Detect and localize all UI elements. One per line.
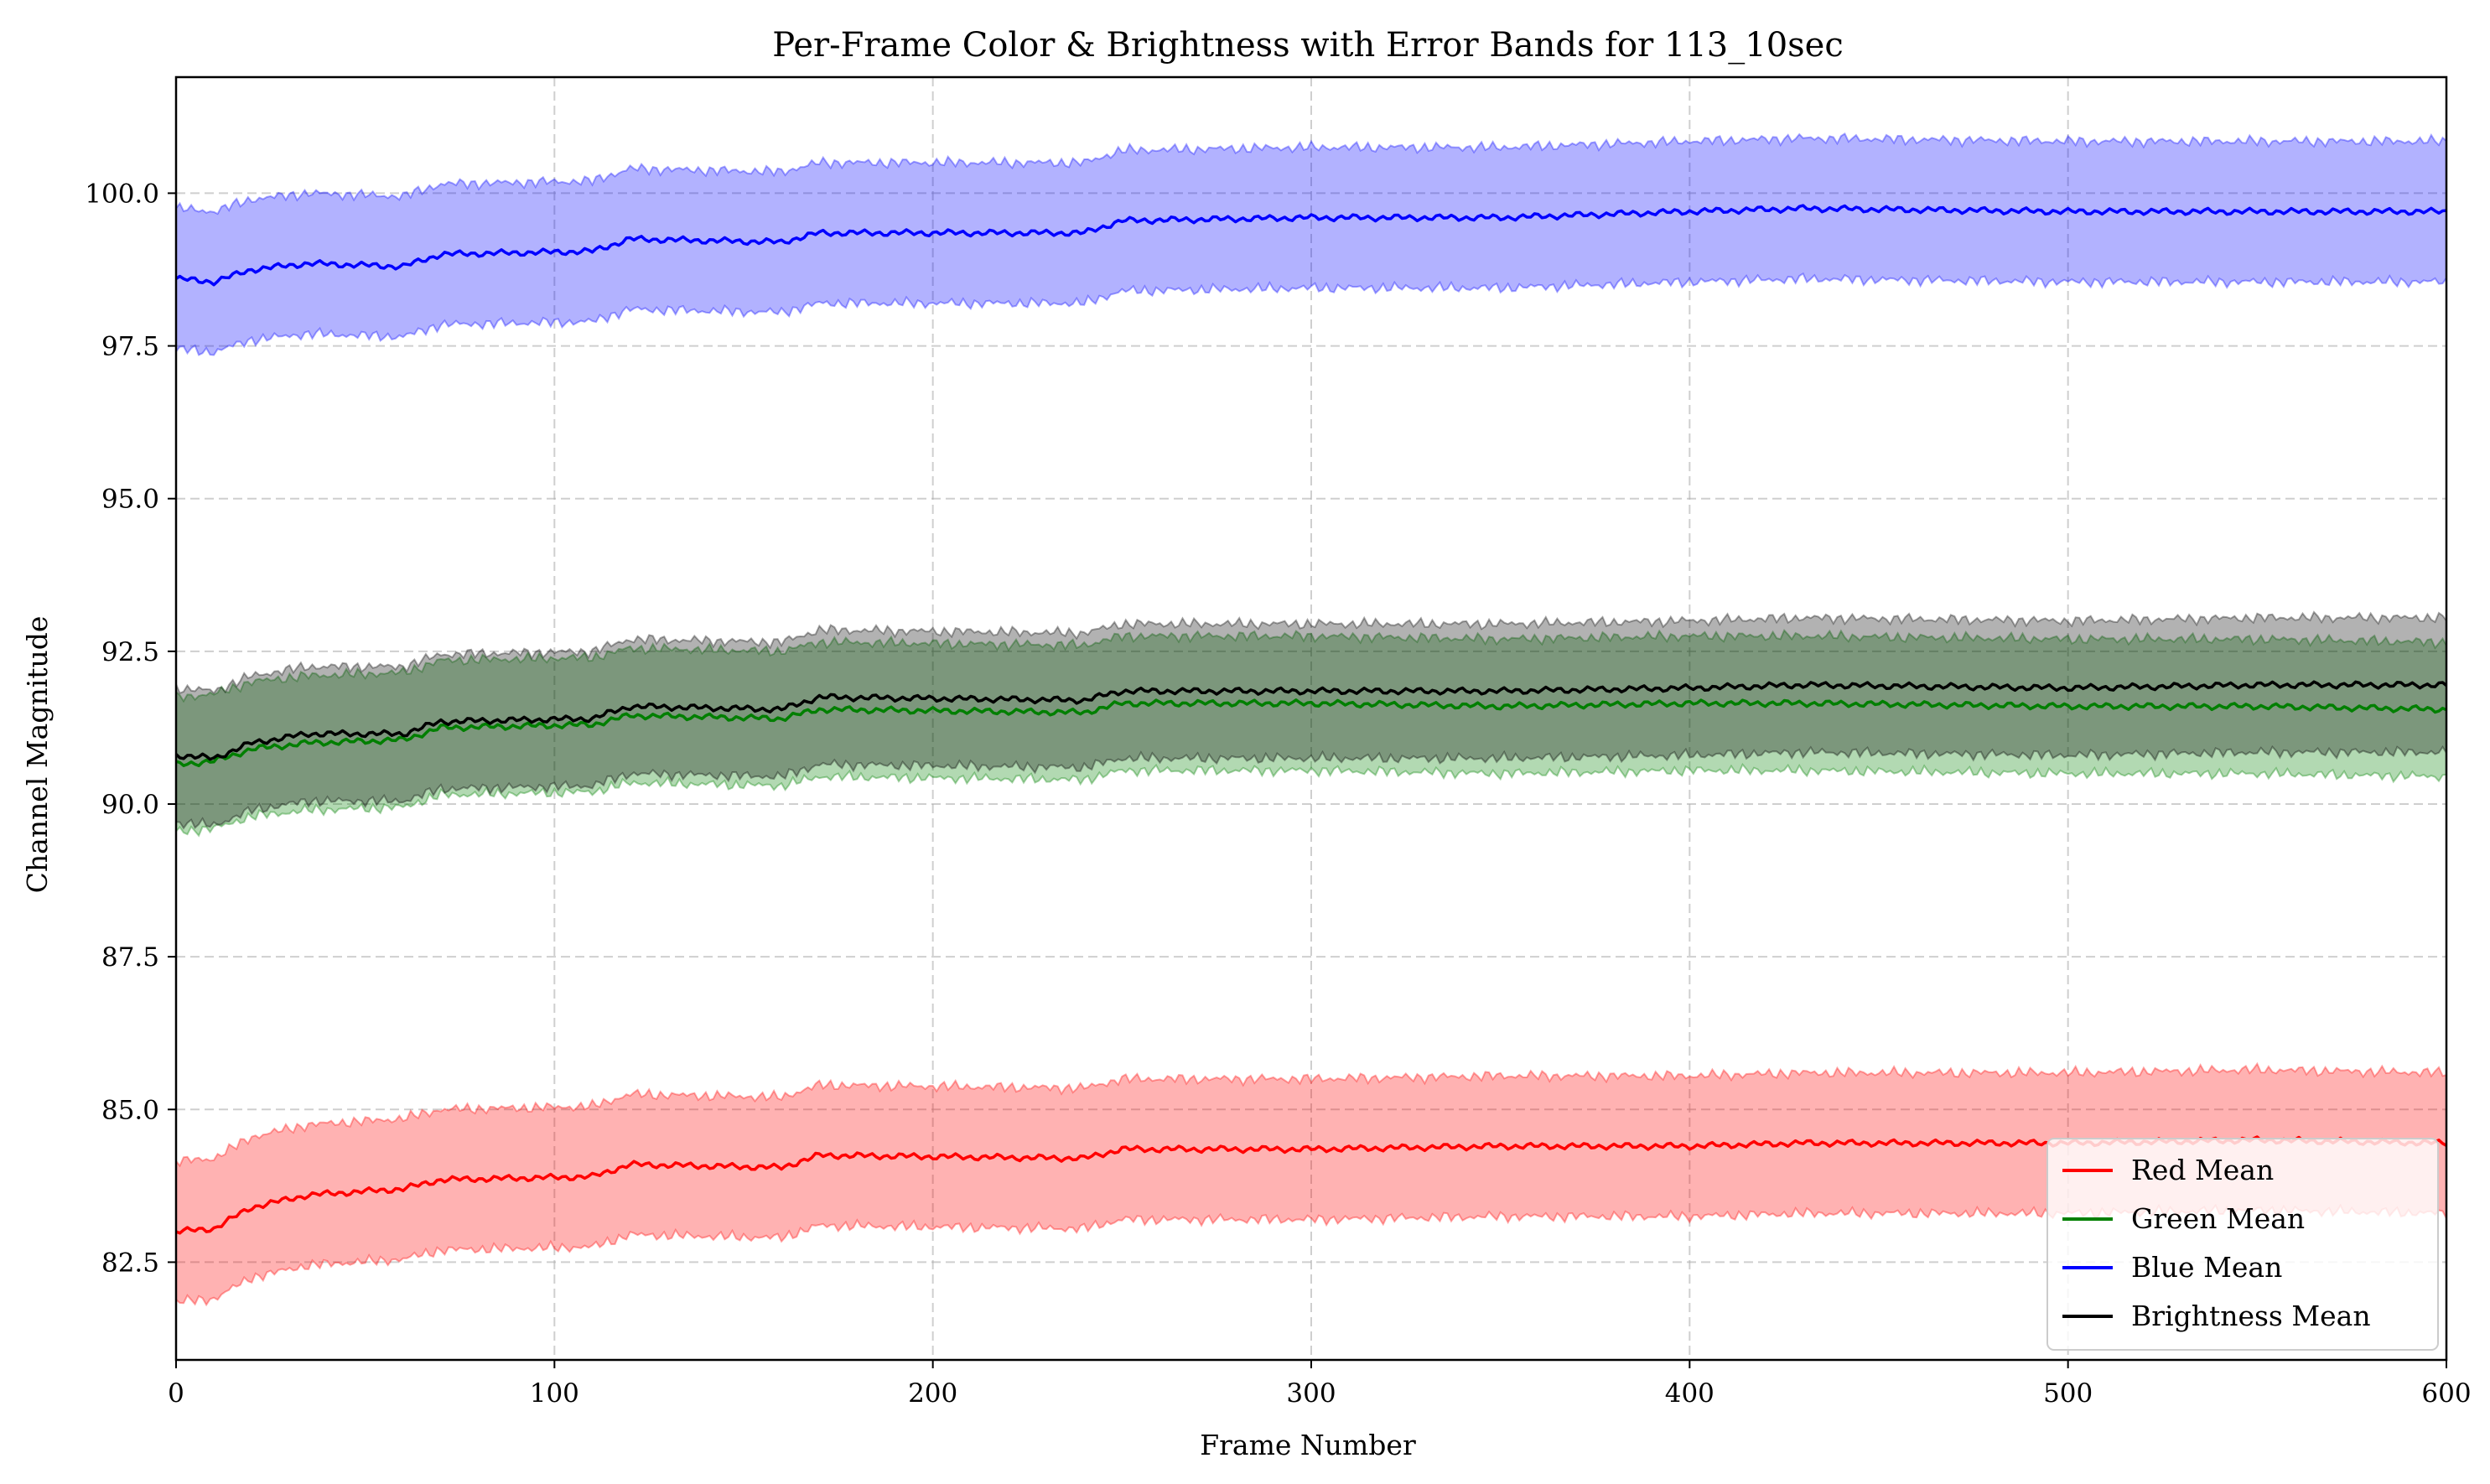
y-tick-label: 85.0 — [101, 1095, 159, 1125]
legend-box — [2046, 1138, 2439, 1351]
x-tick-label: 200 — [908, 1378, 957, 1409]
y-tick-label: 87.5 — [101, 942, 159, 973]
legend-label: Green Mean — [2131, 1202, 2305, 1235]
x-tick-label: 400 — [1665, 1378, 1714, 1409]
x-tick-label: 500 — [2043, 1378, 2093, 1409]
x-tick-label: 600 — [2421, 1378, 2471, 1409]
x-axis-label: Frame Number — [1200, 1429, 1416, 1461]
blue-mean-line — [175, 204, 2447, 287]
chart-title: Per-Frame Color & Brightness with Error … — [772, 26, 1844, 65]
y-tick-label: 90.0 — [101, 790, 159, 820]
y-tick-label: 97.5 — [101, 332, 159, 362]
axis-ticks: 0 100 200 300 400 500 600 82.5 85.0 87.5 90.0 92.5 9… — [85, 179, 2471, 1409]
green-mean-line — [175, 698, 2447, 768]
y-axis-label: Channel Magnitude — [21, 616, 54, 894]
legend-label: Blue Mean — [2131, 1251, 2282, 1284]
y-tick-label: 95.0 — [101, 485, 159, 515]
x-tick-label: 100 — [530, 1378, 579, 1409]
legend-label: Brightness Mean — [2131, 1300, 2371, 1332]
x-tick-label: 300 — [1286, 1378, 1336, 1409]
y-tick-label: 92.5 — [101, 637, 159, 667]
legend: Red Mean Green Mean Blue Mean Brightness Me… — [2046, 1138, 2439, 1351]
y-tick-label: 82.5 — [101, 1248, 159, 1278]
legend-label: Red Mean — [2131, 1154, 2274, 1186]
error-bands — [175, 132, 2447, 1307]
grid — [176, 77, 2446, 1360]
brightness-mean-line — [174, 680, 2448, 761]
x-tick-label: 0 — [168, 1378, 184, 1409]
series-lines — [174, 204, 2448, 1235]
y-tick-label: 100.0 — [85, 179, 159, 209]
